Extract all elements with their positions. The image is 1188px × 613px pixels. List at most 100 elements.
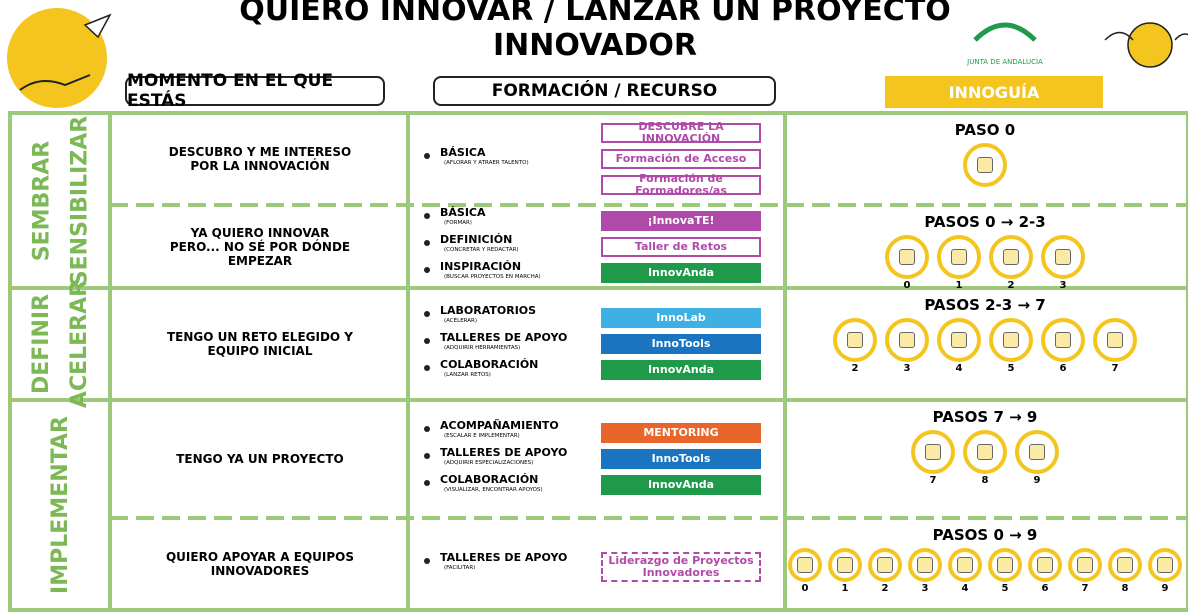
icon-glyph	[977, 444, 993, 460]
item-sub: (VISUALIZAR, ENCONTRAR APOYOS)	[444, 486, 543, 493]
resource: Formación de Formadores/as	[601, 173, 761, 196]
icon-glyph	[997, 557, 1013, 573]
pasos: PASO 0	[954, 121, 1016, 139]
phase-label: SEMBRAR	[28, 140, 54, 261]
bullet	[424, 364, 430, 371]
icon-glyph	[1117, 557, 1133, 573]
icon-glyph	[925, 444, 941, 460]
item-sub: (AFLORAR Y ATRAER TALENTO)	[444, 159, 529, 166]
icon	[937, 235, 981, 279]
bullet	[424, 213, 430, 219]
icon-number: 5	[1007, 363, 1015, 374]
moment: TENGO UN RETO ELEGIDO Y EQUIPO INICIAL	[166, 330, 353, 358]
item-sub: (ADQUIRIR ESPECIALIZACIONES)	[444, 459, 534, 466]
icon-number: 0	[903, 280, 911, 291]
item-label: TALLERES DE APOYO	[440, 445, 568, 459]
icon-number: 4	[955, 363, 963, 374]
phase-label: IMPLEMENTAR	[47, 416, 73, 594]
resource: InnovAnda	[601, 262, 761, 283]
icon-glyph	[917, 557, 933, 573]
resource: Liderazgo de Proyectos Innovadores	[601, 552, 761, 582]
item-label: BÁSICA	[440, 206, 486, 219]
item-sub: (ADQUIRIR HERRAMIENTAS)	[444, 344, 521, 351]
icon-glyph	[847, 332, 863, 348]
icon	[963, 430, 1007, 474]
icon-number: 6	[1041, 583, 1049, 594]
icon-glyph	[1055, 332, 1071, 348]
icon	[788, 548, 822, 582]
item-label: ACOMPAÑAMIENTO	[440, 418, 559, 432]
icon-number: 4	[961, 583, 969, 594]
icon	[989, 235, 1033, 279]
moment: QUIERO APOYAR A EQUIPOS INNOVADORES	[165, 550, 355, 578]
item-sub: (ESCALAR E IMPLEMENTAR)	[444, 432, 520, 439]
icon-number: 5	[1001, 583, 1009, 594]
icon-number: 8	[1121, 583, 1129, 594]
resource: InnovAnda	[601, 475, 761, 495]
bullet	[424, 452, 430, 459]
icon-number: 7	[1111, 363, 1119, 374]
bullet	[424, 267, 430, 273]
phase-label: SENSIBILIZAR	[66, 115, 92, 286]
icon-number: 7	[929, 475, 937, 486]
phase-label: ACELERAR	[66, 279, 92, 409]
icon-number: 2	[1007, 280, 1015, 291]
resource: MENTORING	[601, 423, 761, 443]
icon-glyph	[957, 557, 973, 573]
icon-number: 3	[903, 363, 911, 374]
bullet	[424, 479, 430, 486]
icon-glyph	[951, 332, 967, 348]
icon-glyph	[837, 557, 853, 573]
icon-glyph	[877, 557, 893, 573]
icon-number: 2	[851, 363, 859, 374]
icon-glyph	[1003, 332, 1019, 348]
icon	[1041, 318, 1085, 362]
icon-glyph	[797, 557, 813, 573]
icon-number: 6	[1059, 363, 1067, 374]
icon	[1108, 548, 1142, 582]
item-label: DEFINICIÓN	[440, 233, 513, 246]
item-label: TALLERES DE APOYO	[440, 330, 568, 344]
pasos: PASOS 0 → 9	[932, 526, 1038, 544]
bullet	[424, 425, 430, 432]
item-label: INSPIRACIÓN	[440, 260, 522, 273]
resource: InnoTools	[601, 334, 761, 354]
icon-glyph	[951, 249, 967, 265]
icon-glyph	[1077, 557, 1093, 573]
icon	[989, 318, 1033, 362]
title: QUIERO INNOVAR / LANZAR UN PROYECTO INNO…	[239, 0, 951, 63]
icon	[828, 548, 862, 582]
item-label: COLABORACIÓN	[440, 472, 539, 486]
icon-glyph	[1107, 332, 1123, 348]
item-sub: (ACELERAR)	[444, 317, 477, 324]
bullet	[424, 240, 430, 246]
icon	[1148, 548, 1182, 582]
bullet	[424, 557, 430, 564]
item-sub: (LANZAR RETOS)	[444, 371, 491, 378]
icon-number: 2	[881, 583, 889, 594]
resource: Taller de Retos	[601, 236, 761, 257]
pasos: PASOS 0 → 2-3	[924, 213, 1046, 231]
icon	[1041, 235, 1085, 279]
icon	[885, 235, 929, 279]
logo-text: JUNTA DE ANDALUCÍA	[967, 58, 1043, 66]
bullet	[424, 310, 430, 317]
icon-number: 3	[1059, 280, 1067, 291]
icon-number: 1	[955, 280, 963, 291]
icon-glyph	[1037, 557, 1053, 573]
item-label: TALLERES DE APOYO	[440, 550, 568, 564]
moment: DESCUBRO Y ME INTERESO POR LA INNOVACIÓN	[168, 145, 352, 173]
icon-number: 8	[981, 475, 989, 486]
resource: InnoLab	[601, 308, 761, 328]
icon	[833, 318, 877, 362]
column-header: INNOGUÍA	[885, 76, 1103, 108]
resource: ¡InnovaTE!	[601, 210, 761, 231]
bullet	[424, 152, 430, 159]
icon-glyph	[977, 157, 993, 173]
pasos: PASOS 2-3 → 7	[924, 296, 1046, 314]
resource: Formación de Acceso	[601, 149, 761, 169]
pasos: PASOS 7 → 9	[932, 408, 1038, 426]
resource: InnoTools	[601, 449, 761, 469]
